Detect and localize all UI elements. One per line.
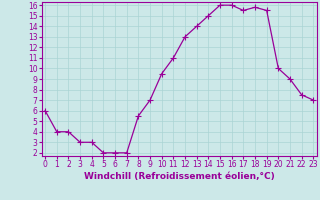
- X-axis label: Windchill (Refroidissement éolien,°C): Windchill (Refroidissement éolien,°C): [84, 172, 275, 181]
